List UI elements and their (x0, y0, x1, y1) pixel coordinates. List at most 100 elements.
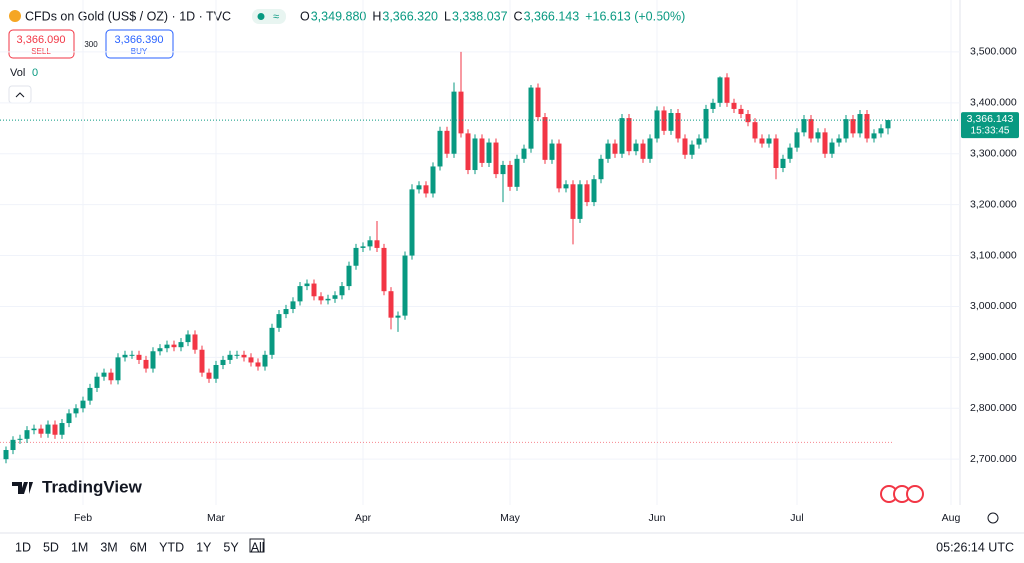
candle-body (605, 143, 611, 159)
candle-body (332, 295, 338, 299)
status-icon: ≈ (273, 11, 279, 23)
last-price-label: 3,366.143 (967, 113, 1014, 125)
ohlc-header: O 3,349.880 H 3,366.320 L 3,338.037 C 3,366.143… (300, 9, 685, 23)
candle-body (493, 142, 499, 175)
brand-name: TradingView (42, 477, 143, 496)
candle-body (647, 138, 653, 159)
candle-body (857, 114, 863, 134)
candle-body (724, 77, 730, 103)
timeframe-button[interactable]: 5D (43, 540, 59, 554)
timeframe-button[interactable]: 3M (100, 540, 117, 554)
candle-body (465, 133, 471, 171)
timeframe-button[interactable]: 1D (15, 540, 31, 554)
timeframe-button[interactable]: All (251, 540, 265, 554)
x-tick-label: Aug (942, 512, 961, 524)
candle-body (150, 351, 156, 369)
candle-body (850, 119, 856, 134)
y-tick-label: 3,300.000 (970, 148, 1017, 160)
ohlc-value: 3,366.320 (382, 9, 438, 23)
candle-body (430, 166, 436, 194)
candle-body (227, 354, 233, 360)
candle-body (80, 400, 86, 409)
candle-body (668, 113, 674, 131)
candle-body (843, 119, 849, 139)
candle-body (752, 122, 758, 139)
candle-body (794, 132, 800, 148)
settings-icon[interactable] (987, 512, 999, 524)
candle-body (297, 286, 303, 302)
candle-body (374, 240, 380, 248)
y-tick-label: 2,900.000 (970, 351, 1017, 363)
candle-body (3, 450, 9, 460)
candle-body (717, 77, 723, 103)
candle-body (815, 132, 821, 139)
candle-body (192, 334, 198, 350)
candle-body (38, 428, 44, 434)
y-tick-label: 2,800.000 (970, 402, 1017, 414)
flag (906, 485, 924, 503)
timeframe-button[interactable]: 5Y (223, 540, 239, 554)
date-range-icon[interactable] (249, 538, 265, 553)
candle-body (535, 87, 541, 118)
candle-body (500, 164, 506, 175)
candle-body (276, 314, 282, 328)
sell-price: 3,366.090 (17, 34, 66, 46)
buy-button[interactable] (105, 29, 174, 59)
candle-body (17, 438, 23, 440)
candle-body (234, 354, 240, 356)
candle-body (871, 133, 877, 139)
candle-body (367, 240, 373, 247)
candle-body (458, 91, 464, 134)
x-tick-label: May (500, 512, 521, 524)
candle-body (346, 265, 352, 287)
candle-body (66, 413, 72, 424)
timeframe-button[interactable]: 1Y (196, 540, 212, 554)
ohlc-value: 3,366.143 (524, 9, 580, 23)
candle-body (360, 246, 366, 248)
x-tick-label: Jun (649, 512, 666, 524)
timeframe-button[interactable]: YTD (159, 540, 184, 554)
ohlc-value: 3,349.880 (311, 9, 367, 23)
candle-body (416, 185, 422, 190)
ohlc-key: C (514, 9, 523, 23)
candle-body (808, 119, 814, 139)
candle-body (73, 408, 79, 414)
timeframe-button[interactable]: 6M (130, 540, 147, 554)
candle-body (773, 138, 779, 168)
candle-body (479, 138, 485, 163)
candle-body (710, 102, 716, 109)
candle-body (738, 108, 744, 115)
collapse-icon (15, 92, 25, 98)
timeframe-button[interactable]: 1M (71, 540, 88, 554)
x-tick-label: Apr (355, 512, 372, 524)
candle-body (472, 138, 478, 171)
x-tick-label: Feb (74, 512, 92, 524)
candle-body (444, 130, 450, 154)
candle-body (388, 291, 394, 318)
candle-body (178, 342, 184, 348)
candle-body (24, 430, 30, 439)
candle-body (451, 91, 457, 154)
candle-body (780, 158, 786, 168)
candle-body (759, 138, 765, 144)
candle-body (703, 108, 709, 139)
candle-body (122, 354, 128, 358)
symbol-icon (9, 10, 21, 22)
ohlc-value: 3,338.037 (452, 9, 508, 23)
candle-body (353, 247, 359, 266)
collapse-button[interactable] (8, 85, 32, 104)
candle-body (311, 283, 317, 297)
y-tick-label: 2,700.000 (970, 453, 1017, 465)
sell-button[interactable] (8, 29, 75, 59)
candle-body (689, 144, 695, 155)
candle-body (262, 354, 268, 367)
y-tick-label: 3,200.000 (970, 198, 1017, 210)
candle-body (241, 354, 247, 358)
ohlc-key: L (444, 9, 451, 23)
candle-body (136, 354, 142, 360)
y-tick-label: 3,100.000 (970, 249, 1017, 261)
candle-body (591, 179, 597, 203)
y-tick-label: 3,500.000 (970, 46, 1017, 58)
